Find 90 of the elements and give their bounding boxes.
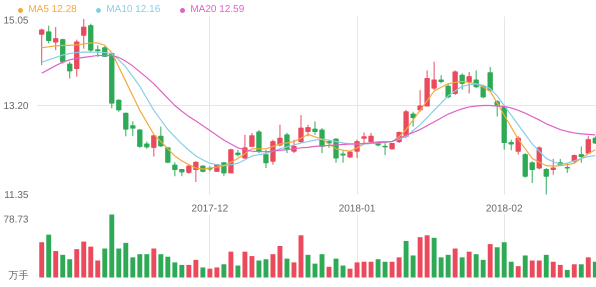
bar [306, 254, 310, 278]
bar [382, 262, 388, 278]
bar [102, 248, 108, 278]
x-tick-label: 2017-12 [192, 204, 229, 214]
y-tick-label: 13.20 [3, 101, 29, 112]
bar [480, 260, 486, 278]
bar [334, 258, 338, 278]
bar [410, 255, 416, 278]
bar [130, 257, 136, 278]
bar [390, 262, 395, 278]
legend-label: MA5 12.28 [28, 4, 77, 15]
x-tick-label: 2018-02 [486, 204, 523, 214]
bar [586, 257, 591, 278]
x-tick-label: 2018-01 [338, 204, 376, 214]
bar [123, 242, 128, 278]
bar [263, 259, 268, 278]
bar [158, 254, 164, 278]
bar [312, 264, 318, 278]
bar [151, 248, 156, 278]
bar [46, 234, 52, 278]
legend-label: MA20 12.59 [190, 4, 244, 15]
bar [186, 264, 192, 278]
bar [368, 262, 374, 278]
bar [144, 254, 150, 278]
bar [81, 242, 86, 278]
text: 万手 [8, 270, 28, 282]
bar [362, 262, 366, 278]
legend-label: MA10 12.16 [106, 4, 160, 15]
bar [60, 254, 66, 278]
bar [376, 259, 381, 278]
bar [508, 262, 514, 278]
bar [284, 258, 290, 278]
bar [348, 268, 352, 278]
bar [550, 262, 556, 278]
bar [452, 248, 458, 278]
bar [270, 254, 276, 278]
bar [116, 248, 122, 278]
bar [242, 252, 248, 278]
bar [137, 254, 142, 278]
bar [438, 257, 444, 278]
bar [193, 260, 198, 278]
bar [536, 260, 542, 278]
bar [466, 252, 472, 278]
bar [544, 254, 549, 278]
y-tick-label: 15.05 [3, 16, 29, 26]
bar [172, 262, 178, 278]
bar [320, 254, 324, 278]
bar [249, 256, 254, 278]
bar [109, 214, 114, 278]
bar [67, 259, 72, 278]
bar [292, 262, 296, 278]
bar [488, 244, 493, 278]
bar [418, 237, 423, 278]
bar [354, 262, 360, 278]
bar [340, 266, 346, 278]
bar [474, 254, 479, 278]
bar [74, 249, 80, 278]
bar [326, 266, 332, 278]
bar [53, 251, 58, 278]
bar [494, 247, 500, 278]
bar [95, 260, 100, 278]
bar [207, 268, 212, 278]
bar [530, 260, 535, 278]
bar [200, 267, 206, 278]
bar [446, 254, 451, 278]
bar [432, 238, 437, 278]
text: 78.73 [3, 214, 29, 226]
bar [221, 264, 226, 278]
bar [502, 242, 507, 278]
bar [564, 270, 570, 278]
bar [298, 235, 304, 278]
bar [39, 242, 44, 278]
bar [165, 256, 170, 278]
y-tick-label: 11.35 [4, 190, 29, 201]
bar [214, 267, 220, 278]
bar [235, 266, 240, 278]
bar [424, 235, 430, 278]
bar [460, 257, 465, 278]
bar [179, 264, 184, 278]
bar [578, 264, 584, 278]
bar [88, 246, 94, 278]
bar [228, 252, 234, 278]
bar [558, 264, 563, 278]
bar [396, 257, 402, 278]
bar [572, 264, 577, 278]
bar [522, 255, 528, 278]
bar [256, 260, 262, 278]
bar [278, 246, 282, 278]
bar [516, 266, 521, 278]
bar [404, 240, 409, 278]
